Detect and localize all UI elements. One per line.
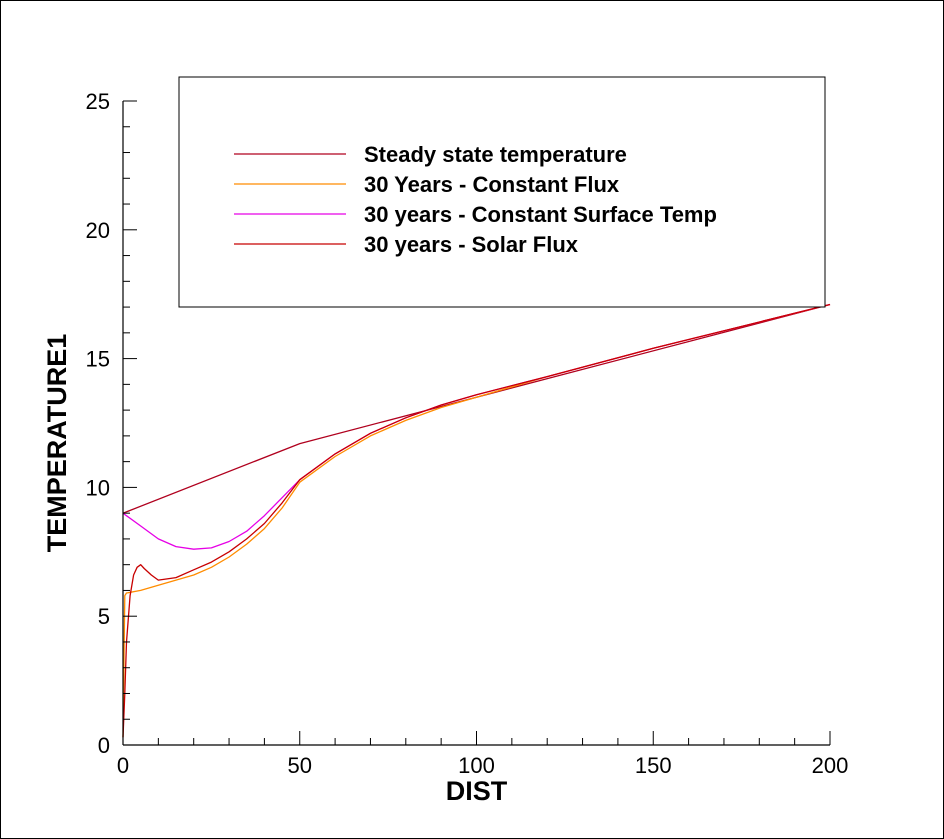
y-tick-label: 15 bbox=[86, 347, 110, 372]
axes-layer: 0 5 10 15 20 25 0 50 100 150 200 bbox=[86, 89, 849, 778]
legend-label-1: Steady state temperature bbox=[364, 142, 627, 167]
y-tick-label: 10 bbox=[86, 475, 110, 500]
y-tick-label: 20 bbox=[86, 218, 110, 243]
legend-label-4: 30 years - Solar Flux bbox=[364, 232, 579, 257]
x-tick-label: 0 bbox=[117, 753, 129, 778]
series-layer bbox=[122, 303, 831, 738]
legend-label-3: 30 years - Constant Surface Temp bbox=[364, 202, 717, 227]
series-line-2 bbox=[122, 303, 831, 738]
legend-label-2: 30 Years - Constant Flux bbox=[364, 172, 620, 197]
legend: Steady state temperature 30 Years - Const… bbox=[178, 76, 826, 308]
series-line-3 bbox=[122, 303, 831, 550]
y-tick-label: 0 bbox=[98, 733, 110, 758]
x-tick-label: 100 bbox=[458, 753, 495, 778]
x-tick-label: 50 bbox=[288, 753, 312, 778]
legend-box bbox=[178, 76, 826, 308]
y-tick-label: 25 bbox=[86, 89, 110, 114]
x-axis-title: DIST bbox=[446, 776, 508, 806]
series-line-1 bbox=[122, 303, 831, 514]
x-tick-label: 150 bbox=[635, 753, 672, 778]
y-tick-label: 5 bbox=[98, 604, 110, 629]
y-axis-title: TEMPERATURE1 bbox=[42, 334, 72, 553]
x-tick-label: 200 bbox=[812, 753, 849, 778]
series-line-4 bbox=[122, 303, 831, 738]
